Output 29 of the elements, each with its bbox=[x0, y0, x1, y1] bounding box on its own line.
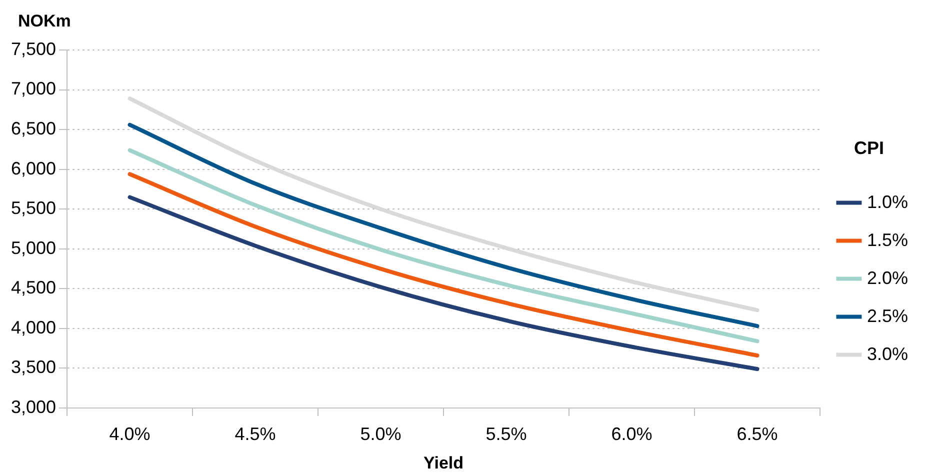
y-tick-label: 6,000 bbox=[10, 158, 56, 178]
y-tick-label: 7,500 bbox=[10, 38, 56, 59]
line-series bbox=[128, 195, 760, 372]
y-tick-label: 3,500 bbox=[10, 357, 56, 378]
y-tick-label: 6,500 bbox=[10, 118, 56, 139]
x-tick-label: 6.5% bbox=[736, 424, 778, 444]
line-series bbox=[128, 148, 760, 344]
y-tick-label: 5,500 bbox=[10, 198, 56, 218]
y-tick-label: 4,000 bbox=[10, 317, 56, 338]
line-series bbox=[128, 122, 760, 328]
y-tick-label: 7,000 bbox=[10, 78, 56, 99]
legend-label: 3.0% bbox=[866, 344, 908, 364]
x-tick-label: 5.5% bbox=[486, 424, 527, 444]
line-series bbox=[128, 96, 760, 312]
legend-label: 2.5% bbox=[866, 306, 908, 326]
x-tick-label: 5.0% bbox=[360, 424, 402, 444]
legend-label: 1.0% bbox=[866, 192, 908, 212]
legend-title: CPI bbox=[854, 138, 884, 158]
x-tick-label: 4.0% bbox=[109, 424, 150, 444]
line-series bbox=[128, 172, 760, 358]
y-tick-label: 4,500 bbox=[10, 278, 56, 298]
legend-label: 1.5% bbox=[866, 230, 908, 250]
x-tick-label: 6.0% bbox=[611, 424, 652, 444]
legend-label: 2.0% bbox=[866, 268, 908, 288]
y-axis-title: NOKm bbox=[18, 12, 71, 31]
x-axis-title: Yield bbox=[424, 453, 464, 472]
y-tick-label: 5,000 bbox=[10, 238, 56, 258]
y-tick-label: 3,000 bbox=[10, 396, 56, 417]
x-tick-label: 4.5% bbox=[234, 424, 276, 444]
